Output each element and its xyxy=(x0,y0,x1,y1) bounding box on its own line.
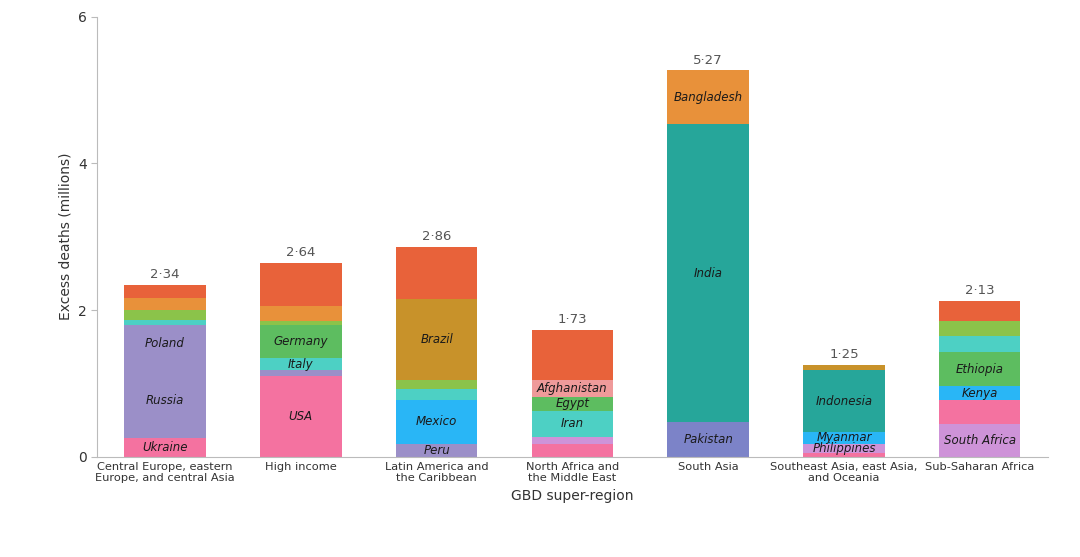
Bar xyxy=(939,301,1021,321)
Bar xyxy=(667,124,748,422)
Bar xyxy=(531,443,613,457)
Bar xyxy=(260,321,341,325)
Text: Pakistan: Pakistan xyxy=(684,433,733,446)
Bar xyxy=(939,400,1021,424)
Bar xyxy=(804,365,885,370)
Text: Afghanistan: Afghanistan xyxy=(537,382,608,395)
Bar xyxy=(124,325,206,363)
Text: Myanmar: Myanmar xyxy=(816,431,872,444)
Bar xyxy=(531,397,613,411)
Bar xyxy=(667,422,748,457)
Text: 1·73: 1·73 xyxy=(557,313,588,326)
Text: Egypt: Egypt xyxy=(555,397,590,410)
Text: Iran: Iran xyxy=(561,417,584,430)
Bar xyxy=(396,399,477,443)
Bar xyxy=(124,297,206,310)
Text: South Africa: South Africa xyxy=(944,434,1016,447)
Bar xyxy=(804,443,885,453)
Text: 2·13: 2·13 xyxy=(964,284,995,297)
Bar xyxy=(124,320,206,325)
Bar xyxy=(531,411,613,437)
Text: Indonesia: Indonesia xyxy=(815,394,873,408)
Y-axis label: Excess deaths (millions): Excess deaths (millions) xyxy=(58,153,72,320)
Text: India: India xyxy=(693,267,723,280)
Bar xyxy=(804,370,885,432)
Text: 2·34: 2·34 xyxy=(150,268,180,281)
Text: Bangladesh: Bangladesh xyxy=(674,91,743,104)
Bar xyxy=(396,380,477,389)
Text: 1·25: 1·25 xyxy=(829,348,859,361)
Text: USA: USA xyxy=(288,410,313,423)
Bar xyxy=(939,387,1021,400)
Bar xyxy=(396,299,477,380)
Bar xyxy=(396,247,477,299)
Text: Ukraine: Ukraine xyxy=(143,441,188,454)
Text: Kenya: Kenya xyxy=(961,387,998,400)
Bar xyxy=(260,359,341,370)
Text: Russia: Russia xyxy=(146,394,185,407)
Bar xyxy=(804,453,885,457)
Bar xyxy=(531,437,613,443)
Bar xyxy=(260,376,341,457)
Text: 5·27: 5·27 xyxy=(693,53,723,67)
Bar xyxy=(124,363,206,438)
Bar xyxy=(531,330,613,380)
Text: Peru: Peru xyxy=(423,443,450,457)
Bar xyxy=(396,443,477,457)
Bar xyxy=(260,306,341,321)
Text: Poland: Poland xyxy=(145,338,185,350)
Text: Germany: Germany xyxy=(273,335,328,349)
X-axis label: GBD super-region: GBD super-region xyxy=(511,488,634,503)
Bar xyxy=(124,438,206,457)
Bar xyxy=(939,336,1021,352)
Bar xyxy=(124,285,206,297)
Text: Italy: Italy xyxy=(288,358,313,371)
Text: Ethiopia: Ethiopia xyxy=(956,363,1003,375)
Bar xyxy=(260,263,341,306)
Text: Brazil: Brazil xyxy=(420,333,453,346)
Bar xyxy=(531,380,613,397)
Bar xyxy=(939,424,1021,457)
Text: Mexico: Mexico xyxy=(416,415,457,428)
Bar xyxy=(396,389,477,399)
Bar xyxy=(124,310,206,320)
Text: 2·86: 2·86 xyxy=(422,231,451,243)
Text: Philippines: Philippines xyxy=(812,442,876,455)
Text: 2·64: 2·64 xyxy=(286,246,315,260)
Bar xyxy=(667,70,748,124)
Bar xyxy=(804,432,885,443)
Bar xyxy=(939,352,1021,387)
Bar xyxy=(939,321,1021,336)
Bar xyxy=(260,325,341,359)
Bar xyxy=(260,370,341,376)
